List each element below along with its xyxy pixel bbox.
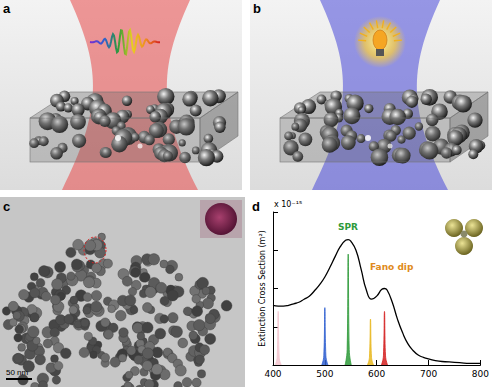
svg-text:400: 400 (264, 369, 281, 379)
svg-text:700: 700 (420, 369, 437, 379)
svg-text:c: c (3, 199, 10, 214)
svg-text:x 10⁻¹⁵: x 10⁻¹⁵ (274, 200, 302, 209)
svg-text:Fano dip: Fano dip (370, 262, 414, 272)
svg-text:50 nm: 50 nm (6, 368, 29, 377)
svg-text:600: 600 (368, 369, 385, 379)
svg-text:SPR: SPR (338, 222, 358, 232)
svg-text:Extinction Cross Section (m²): Extinction Cross Section (m²) (258, 230, 267, 346)
svg-text:b: b (253, 1, 261, 16)
svg-text:500: 500 (316, 369, 333, 379)
svg-text:a: a (3, 1, 11, 16)
svg-text:800: 800 (472, 369, 489, 379)
svg-text:d: d (252, 199, 260, 214)
